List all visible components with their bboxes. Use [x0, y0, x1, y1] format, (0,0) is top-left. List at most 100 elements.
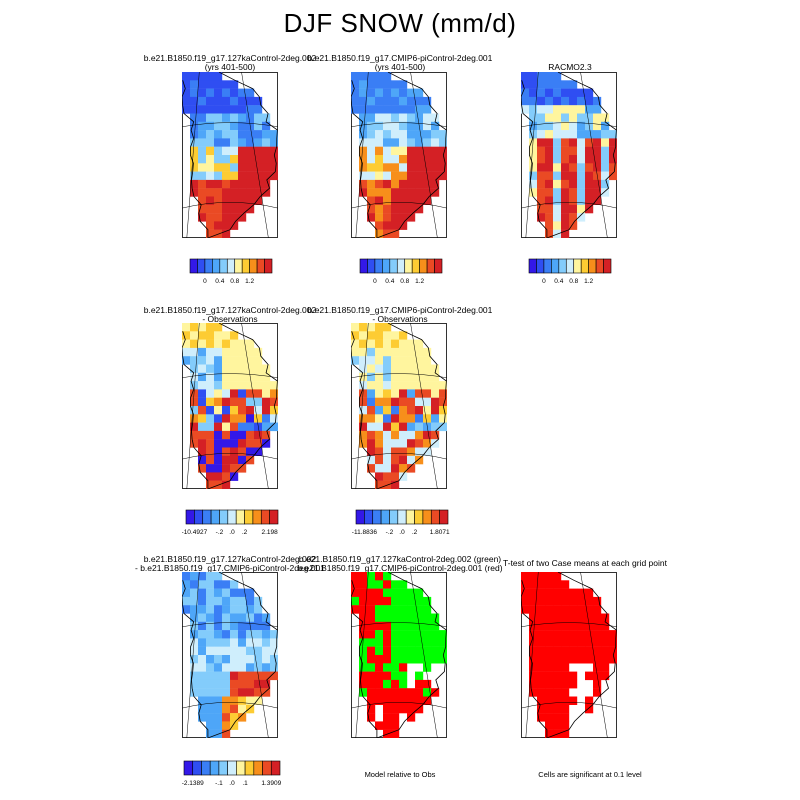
colorbar-swatch: [262, 760, 272, 776]
grid-cell: [439, 171, 447, 181]
grid-cell: [529, 155, 538, 164]
grid-cell: [230, 364, 239, 373]
grid-cell: [351, 331, 360, 340]
grid-cell: [230, 88, 239, 98]
grid-cell: [351, 339, 360, 349]
grid-cell: [529, 105, 538, 114]
grid-cell: [375, 196, 384, 205]
grid-cell: [585, 196, 594, 205]
grid-cell: [351, 347, 360, 357]
grid-cell: [238, 155, 247, 164]
grid-cell: [359, 414, 368, 423]
grid-cell: [246, 171, 255, 181]
grid-cell: [206, 213, 215, 222]
panel-title-8-line1: b.e21.B1850.f19_g17.127kaControl-2deg.00…: [298, 554, 502, 564]
grid-cell: [383, 580, 392, 589]
grid-cell: [423, 605, 432, 614]
grid-cell: [359, 381, 368, 390]
grid-cell: [423, 381, 432, 390]
grid-cell: [537, 655, 546, 664]
grid-cell: [399, 155, 408, 164]
grid-cell: [270, 663, 278, 672]
grid-cell: [431, 621, 440, 631]
grid-cell: [545, 638, 554, 647]
grid-cell: [198, 72, 207, 81]
grid-cell: [222, 713, 231, 722]
grid-cell: [214, 105, 223, 114]
grid-cell: [415, 422, 424, 432]
grid-cell: [230, 406, 239, 415]
grid-cell: [407, 96, 416, 106]
grid-cell: [383, 163, 392, 172]
grid-cell: [254, 696, 263, 705]
grid-cell: [391, 588, 400, 598]
grid-cell: [190, 596, 199, 606]
grid-cell: [383, 221, 392, 230]
grid-cell: [391, 196, 400, 205]
colorbar-swatch: [389, 258, 398, 274]
grid-cell: [545, 655, 554, 664]
grid-cell: [545, 663, 554, 672]
grid-cell: [206, 146, 215, 156]
grid-cell: [222, 605, 231, 614]
grid-cell: [423, 121, 432, 131]
grid-cell: [383, 213, 392, 222]
grid-cell: [230, 713, 239, 722]
grid-cell: [383, 364, 392, 373]
grid-cell: [359, 630, 368, 639]
grid-cell: [246, 163, 255, 172]
grid-cell: [359, 105, 368, 114]
grid-cell: [351, 572, 360, 581]
grid-cell: [415, 679, 424, 689]
grid-cell: [383, 696, 392, 705]
grid-cell: [585, 605, 594, 614]
grid-cell: [561, 713, 570, 722]
grid-cell: [423, 155, 432, 164]
colorbar-tick-label: 1.2: [584, 278, 593, 285]
grid-cell: [383, 323, 392, 332]
colorbar-swatch: [389, 509, 399, 525]
grid-cell: [198, 188, 207, 197]
colorbar-swatch: [226, 258, 236, 274]
grid-cell: [230, 596, 239, 606]
grid-cell: [230, 138, 239, 147]
colorbar-tick-label: 0.4: [215, 278, 224, 285]
grid-cell: [254, 630, 263, 639]
grid-cell: [198, 588, 207, 598]
grid-cell: [423, 130, 432, 139]
grid-cell: [238, 447, 247, 456]
grid-cell: [222, 439, 231, 448]
grid-cell: [254, 179, 263, 189]
grid-cell: [367, 630, 376, 639]
grid-cell: [553, 646, 562, 656]
grid-cell: [190, 323, 199, 332]
grid-cell: [230, 646, 239, 656]
colorbar-swatch: [382, 258, 391, 274]
grid-cell: [238, 430, 247, 440]
grid-cell: [230, 121, 239, 131]
grid-cell: [206, 713, 215, 722]
grid-cell: [254, 163, 263, 172]
grid-cell: [553, 613, 562, 622]
grid-cell: [545, 96, 554, 106]
grid-cell: [246, 439, 255, 448]
grid-cell: [407, 439, 416, 448]
colorbar-tick-label: -.2: [216, 529, 224, 536]
grid-cell: [190, 580, 199, 589]
panel-title-8: b.e21.B1850.f19_g17.127kaControl-2deg.00…: [285, 555, 515, 573]
grid-cell: [399, 389, 408, 398]
grid-cell: [545, 130, 554, 139]
grid-cell: [415, 455, 424, 465]
grid-cell: [391, 364, 400, 373]
grid-cell: [537, 596, 546, 606]
grid-cell: [238, 138, 247, 147]
grid-cell: [553, 688, 562, 697]
grid-cell: [415, 171, 424, 181]
grid-cell: [407, 130, 416, 139]
grid-cell: [399, 138, 408, 147]
grid-cell: [359, 163, 368, 172]
grid-cell: [270, 171, 278, 181]
grid-cell: [407, 171, 416, 181]
grid-cell: [383, 422, 392, 432]
grid-cell: [569, 605, 578, 614]
